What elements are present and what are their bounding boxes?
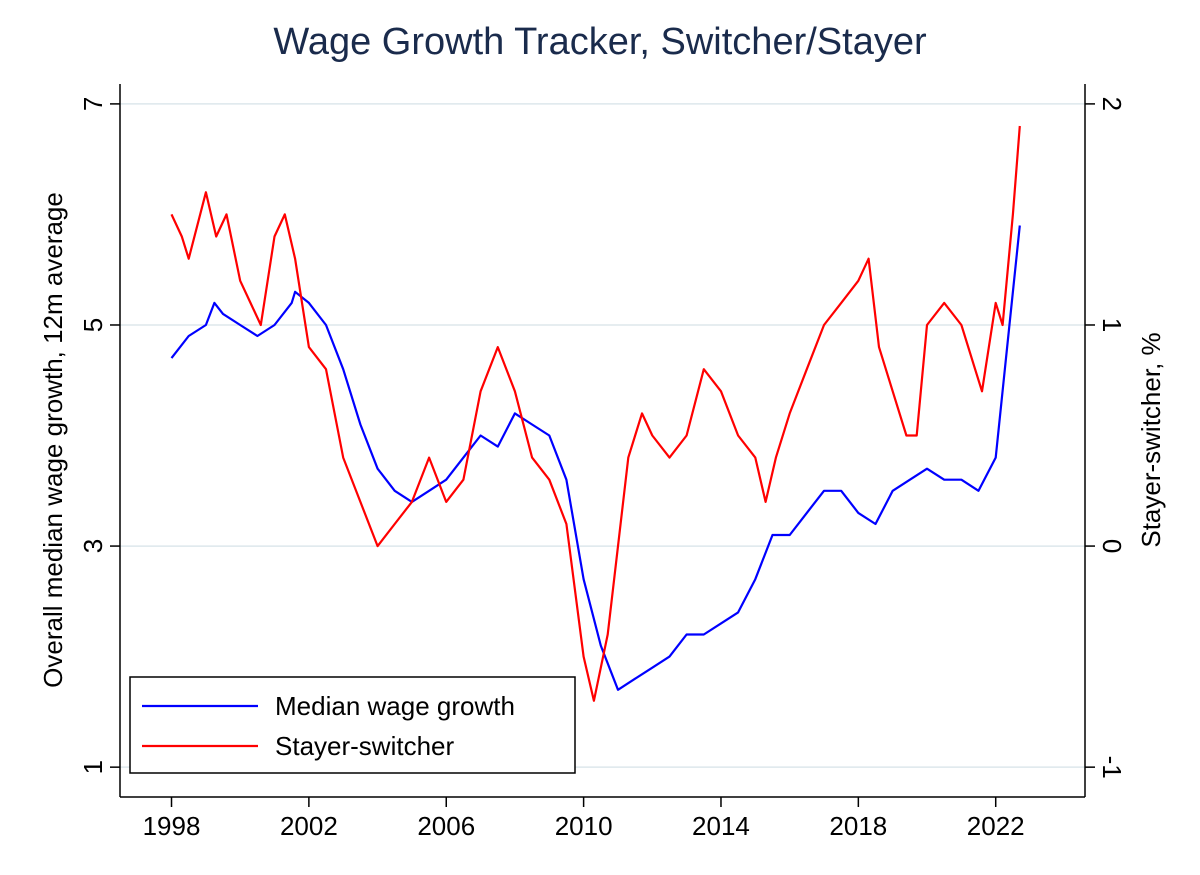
legend-box [129, 676, 576, 774]
x-tick-label: 1998 [143, 811, 201, 841]
x-tick-label: 2010 [555, 811, 613, 841]
y2-axis-label: Stayer-switcher, % [1136, 332, 1166, 547]
x-tick-label: 2006 [417, 811, 475, 841]
y-tick-label: 3 [78, 539, 108, 553]
x-tick-label: 2022 [967, 811, 1025, 841]
line-series [170, 125, 1021, 702]
x-tick-label: 2018 [829, 811, 887, 841]
y-tick-label: 7 [78, 97, 108, 111]
y2-tick-label: 2 [1097, 97, 1127, 111]
y-tick-label: 1 [78, 760, 108, 774]
y-axis-label: Overall median wage growth, 12m average [38, 192, 68, 688]
legend-label: Stayer-switcher [275, 731, 454, 761]
legend-label: Median wage growth [275, 691, 515, 721]
line-series [170, 225, 1021, 691]
y2-tick-label: 1 [1097, 318, 1127, 332]
chart-title: Wage Growth Tracker, Switcher/Stayer [273, 21, 927, 63]
x-tick-label: 2014 [692, 811, 750, 841]
y-tick-label: 5 [78, 318, 108, 332]
x-tick-label: 2002 [280, 811, 338, 841]
y2-tick-label: 0 [1097, 539, 1127, 553]
y2-tick-label: -1 [1097, 756, 1127, 779]
